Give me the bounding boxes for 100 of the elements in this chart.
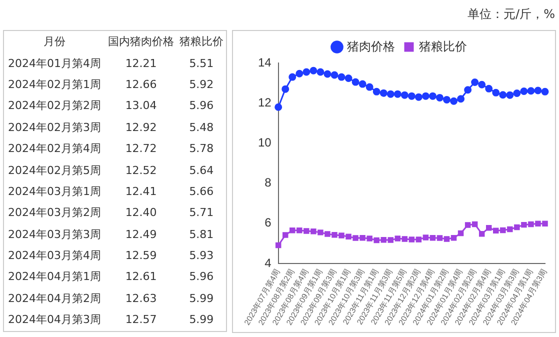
point xyxy=(304,228,310,234)
data-label: 13.04 xyxy=(124,98,158,114)
point xyxy=(414,93,422,101)
point xyxy=(274,103,282,111)
point xyxy=(422,234,429,240)
point xyxy=(394,236,401,242)
data-label: 5.99 xyxy=(188,312,215,328)
point xyxy=(472,221,478,228)
category-label: 2024年02月第5周 xyxy=(7,162,102,179)
point xyxy=(444,236,450,242)
point xyxy=(507,226,513,232)
data-label: 5.92 xyxy=(188,76,215,93)
point xyxy=(500,227,506,234)
category-label: 2024年02月第2周 xyxy=(7,98,102,114)
point xyxy=(296,70,304,78)
point xyxy=(506,91,514,99)
point xyxy=(380,236,386,243)
legend-label: 猪粮比价 xyxy=(419,39,467,54)
category-label: 2024年03月第2周 xyxy=(7,205,102,222)
data-label: 12.41 xyxy=(124,184,158,200)
point xyxy=(318,230,324,236)
point xyxy=(520,88,528,96)
point xyxy=(275,242,282,248)
point xyxy=(534,86,542,94)
point xyxy=(430,234,436,241)
point xyxy=(492,88,500,96)
point xyxy=(338,73,346,81)
y-tick-label: 12 xyxy=(258,95,272,110)
point xyxy=(380,89,388,97)
point xyxy=(394,90,402,98)
point xyxy=(338,232,344,238)
y-tick-label: 8 xyxy=(264,176,272,190)
data-label: 5.71 xyxy=(188,205,215,222)
point xyxy=(458,230,464,236)
point xyxy=(330,71,338,79)
point xyxy=(324,231,330,237)
point xyxy=(324,70,332,78)
point xyxy=(436,235,443,241)
point xyxy=(485,84,493,92)
data-label: 12.52 xyxy=(124,162,158,179)
category-label: 2024年02月第4周 xyxy=(7,141,102,158)
point xyxy=(388,237,394,243)
point xyxy=(521,222,527,228)
point xyxy=(408,92,416,100)
category-label: 2024年03月第3周 xyxy=(7,226,102,243)
data-label: 12.92 xyxy=(124,120,158,136)
data-label: 5.99 xyxy=(188,290,215,307)
point xyxy=(436,94,444,102)
point xyxy=(450,97,458,105)
text: 国内猪肉价格 xyxy=(107,34,176,50)
point xyxy=(499,91,507,99)
point xyxy=(296,228,302,234)
point xyxy=(352,78,360,86)
point xyxy=(366,83,374,91)
point xyxy=(374,237,380,244)
data-label: 5.78 xyxy=(188,141,215,158)
point xyxy=(464,222,471,228)
point xyxy=(372,88,380,96)
data-label: 12.66 xyxy=(124,76,158,93)
data-label: 12.63 xyxy=(124,290,158,307)
data-label: 12.49 xyxy=(124,226,158,243)
point xyxy=(302,68,310,76)
data-label: 12.59 xyxy=(124,248,158,264)
point xyxy=(450,234,457,241)
point xyxy=(513,90,521,98)
point xyxy=(535,220,541,226)
point xyxy=(282,232,288,238)
point xyxy=(416,236,422,242)
data-label: 12.72 xyxy=(124,141,158,158)
data-label: 12.21 xyxy=(124,56,158,72)
point xyxy=(400,91,408,99)
category-label: 2024年03月第4周 xyxy=(7,248,102,264)
data-label: 5.93 xyxy=(188,248,215,264)
point xyxy=(471,78,479,86)
point xyxy=(360,234,366,241)
point xyxy=(346,234,352,240)
data-label: 5.51 xyxy=(188,56,215,72)
point xyxy=(386,90,394,98)
data-label: 5.96 xyxy=(188,269,215,286)
point xyxy=(493,228,499,234)
point xyxy=(366,236,372,242)
data-label: 5.81 xyxy=(188,226,215,243)
point xyxy=(443,96,451,104)
data-label: 5.66 xyxy=(188,184,215,200)
point xyxy=(527,87,535,95)
point xyxy=(528,221,534,228)
text: 猪粮比价 xyxy=(178,34,224,50)
point xyxy=(402,236,408,242)
point xyxy=(542,220,548,226)
point xyxy=(310,228,316,234)
category-label: 2024年02月第3周 xyxy=(7,120,102,136)
point xyxy=(457,95,465,103)
point xyxy=(282,85,290,93)
point xyxy=(408,236,415,242)
category-label: 2024年03月第1周 xyxy=(7,184,102,200)
data-label: 12.61 xyxy=(124,269,158,286)
point xyxy=(288,73,296,81)
point xyxy=(344,74,352,82)
point xyxy=(358,80,366,88)
data-label: 5.64 xyxy=(188,162,215,179)
